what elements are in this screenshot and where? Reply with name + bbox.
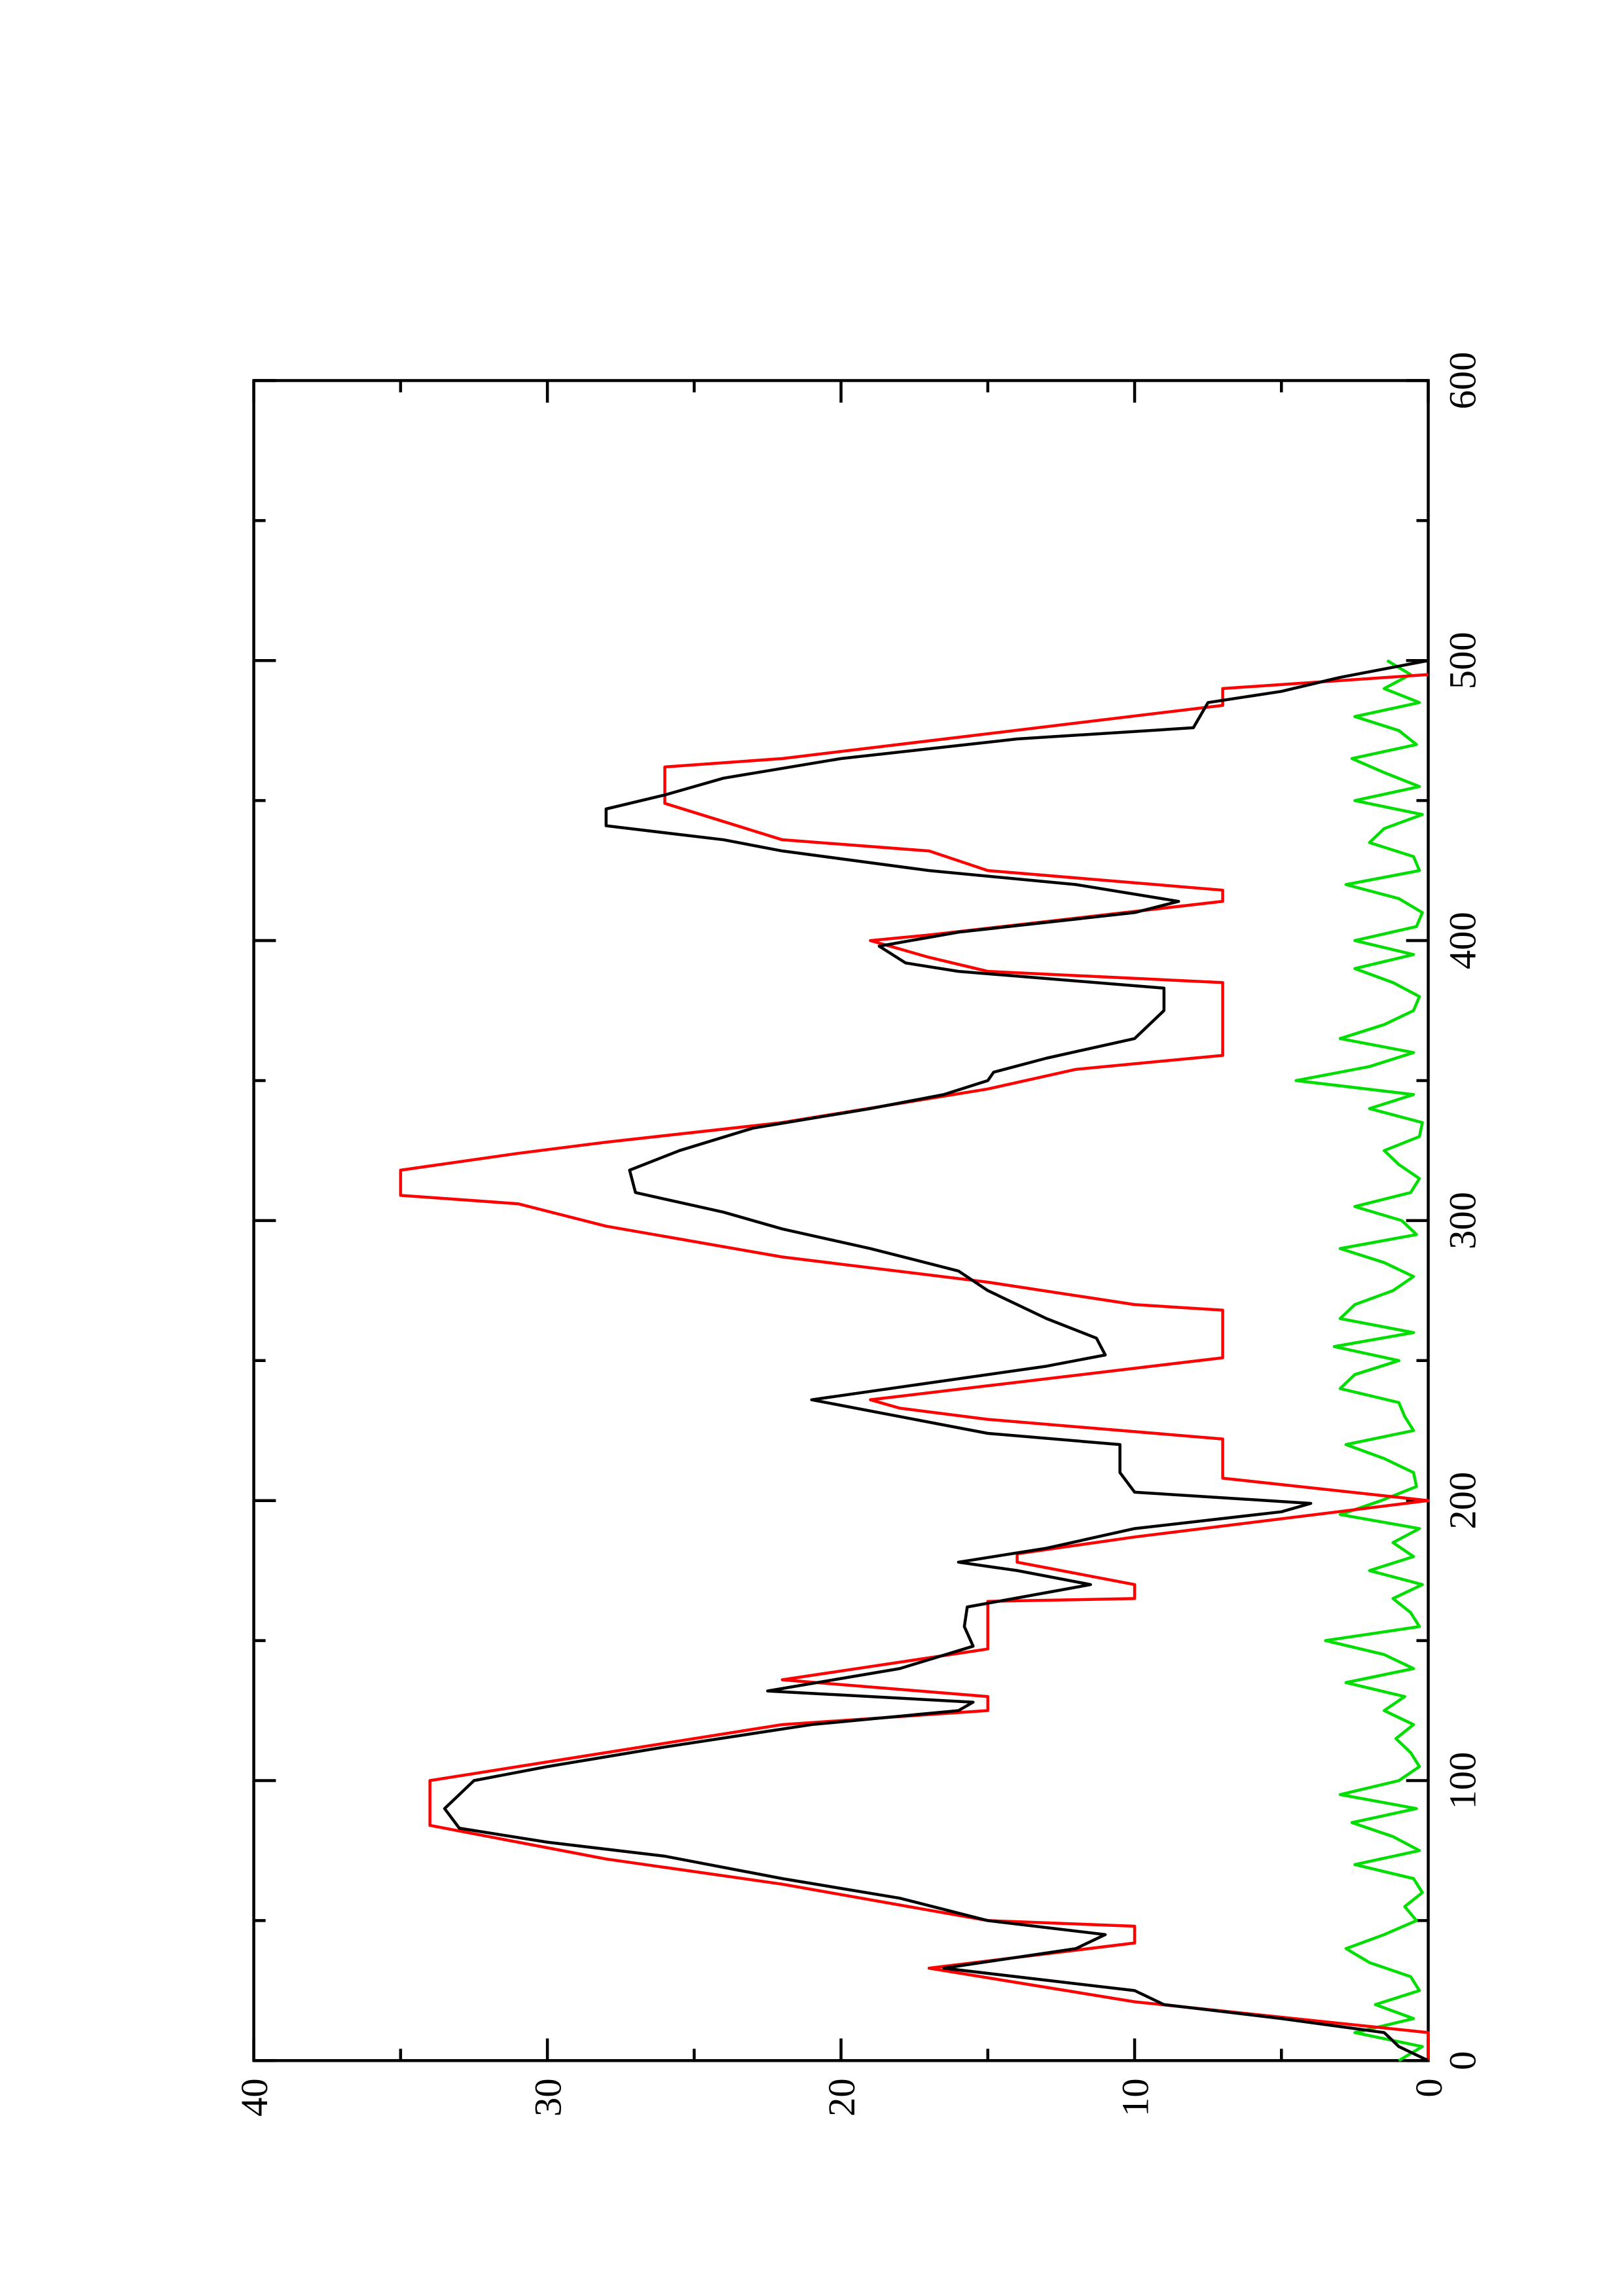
plot-area: 0 100 200 300 400 500 600 0 10 20 30 40	[233, 351, 1484, 2116]
x-tick-label: 0	[1442, 2051, 1484, 2070]
y-tick-label: 0	[1408, 2078, 1450, 2097]
y-tick-label: 20	[820, 2078, 863, 2117]
x-tick-label: 500	[1442, 632, 1484, 689]
x-tick-label: 200	[1442, 1472, 1484, 1530]
y-tick-label: 30	[526, 2078, 569, 2117]
series-line	[1294, 659, 1424, 2062]
y-tick-label: 10	[1114, 2078, 1156, 2117]
series-line	[399, 673, 1430, 2061]
x-tick-label: 100	[1442, 1752, 1484, 1810]
x-tick-label: 400	[1442, 912, 1484, 969]
y-tick-label: 40	[233, 2078, 276, 2117]
x-tick-label: 600	[1442, 351, 1484, 409]
series-line	[443, 659, 1429, 2062]
x-tick-label: 300	[1442, 1192, 1484, 1249]
